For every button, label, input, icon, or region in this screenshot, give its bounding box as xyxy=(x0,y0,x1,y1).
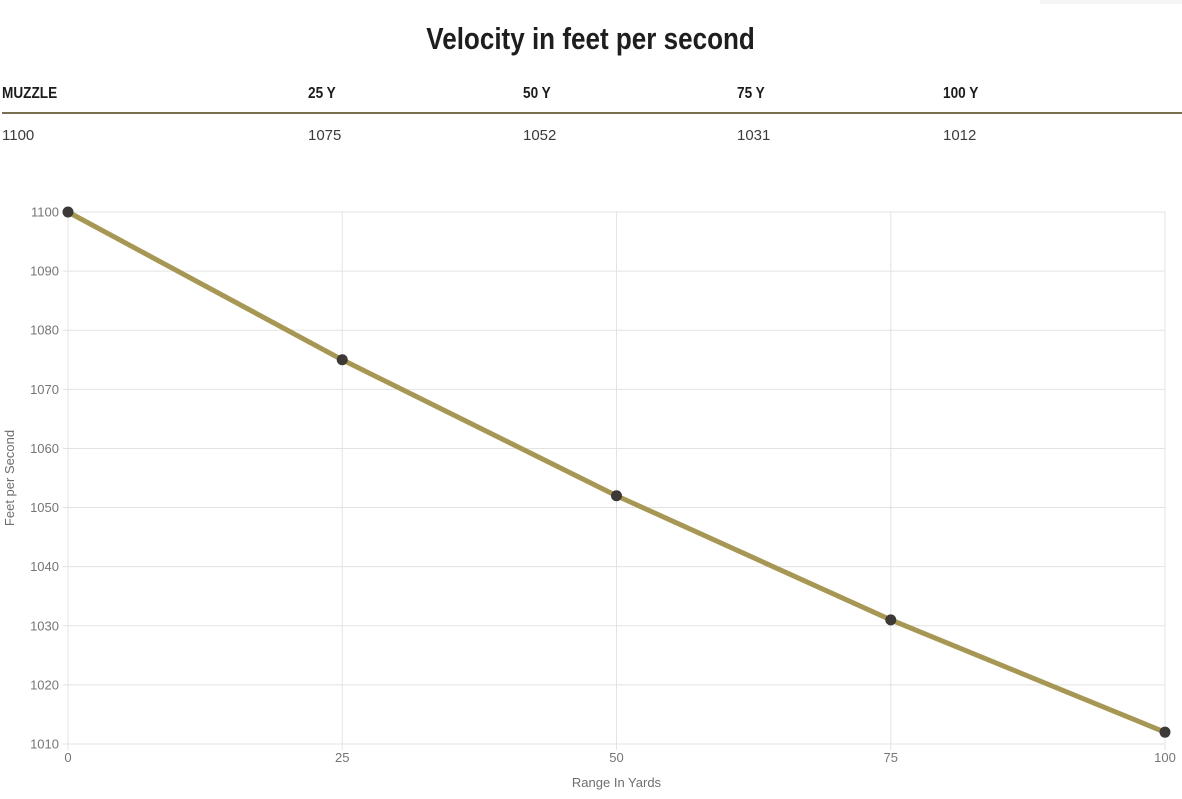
y-tick-label: 1050 xyxy=(30,500,59,515)
col-header-50y: 50 Y xyxy=(523,85,551,102)
velocity-table-value-row: 1100 1075 1052 1031 1012 xyxy=(2,114,1182,144)
col-header-25y: 25 Y xyxy=(308,85,336,102)
data-point[interactable] xyxy=(611,490,622,502)
y-tick-label: 1060 xyxy=(30,441,59,456)
x-tick-label: 0 xyxy=(64,750,71,765)
y-axis-title: Feet per Second xyxy=(2,430,17,526)
value-muzzle: 1100 xyxy=(2,127,35,144)
top-right-artifact xyxy=(1040,0,1182,4)
data-point[interactable] xyxy=(885,614,897,626)
x-tick-label: 75 xyxy=(884,750,898,765)
velocity-line-chart[interactable]: 1010 1020 1030 1040 1050 1060 1070 1080 1090 1100… xyxy=(0,195,1182,794)
y-tick-label: 1070 xyxy=(30,382,59,397)
x-tick-label: 100 xyxy=(1154,750,1176,765)
col-header-muzzle: MUZZLE xyxy=(2,85,58,102)
value-100y: 1012 xyxy=(943,127,977,144)
velocity-table-header-row: MUZZLE 25 Y 50 Y 75 Y 100 Y xyxy=(2,85,1182,114)
col-header-100y: 100 Y xyxy=(943,85,979,102)
y-tick-label: 1080 xyxy=(30,323,59,338)
value-75y: 1031 xyxy=(737,127,771,144)
y-tick-label: 1010 xyxy=(30,737,59,752)
x-tick-label: 50 xyxy=(609,750,623,765)
value-25y: 1075 xyxy=(308,127,342,144)
y-tick-label: 1040 xyxy=(30,559,59,574)
y-tick-label: 1020 xyxy=(30,677,59,692)
y-tick-label: 1090 xyxy=(30,264,59,279)
data-point[interactable] xyxy=(336,354,348,366)
col-header-75y: 75 Y xyxy=(737,85,765,102)
data-point[interactable] xyxy=(62,206,74,218)
x-axis-title: Range In Yards xyxy=(572,775,662,790)
value-50y: 1052 xyxy=(523,127,557,144)
page-title: Velocity in feet per second xyxy=(0,21,1182,57)
chart-canvas[interactable]: 1010 1020 1030 1040 1050 1060 1070 1080 1090 1100… xyxy=(0,195,1182,794)
x-tick-label: 25 xyxy=(335,750,349,765)
y-tick-label: 1100 xyxy=(31,205,59,220)
page-title-text: Velocity in feet per second xyxy=(426,20,756,56)
data-point[interactable] xyxy=(1159,726,1171,738)
velocity-table: MUZZLE 25 Y 50 Y 75 Y 100 Y 1100 1075 10… xyxy=(0,85,1182,144)
y-tick-label: 1030 xyxy=(30,618,59,633)
